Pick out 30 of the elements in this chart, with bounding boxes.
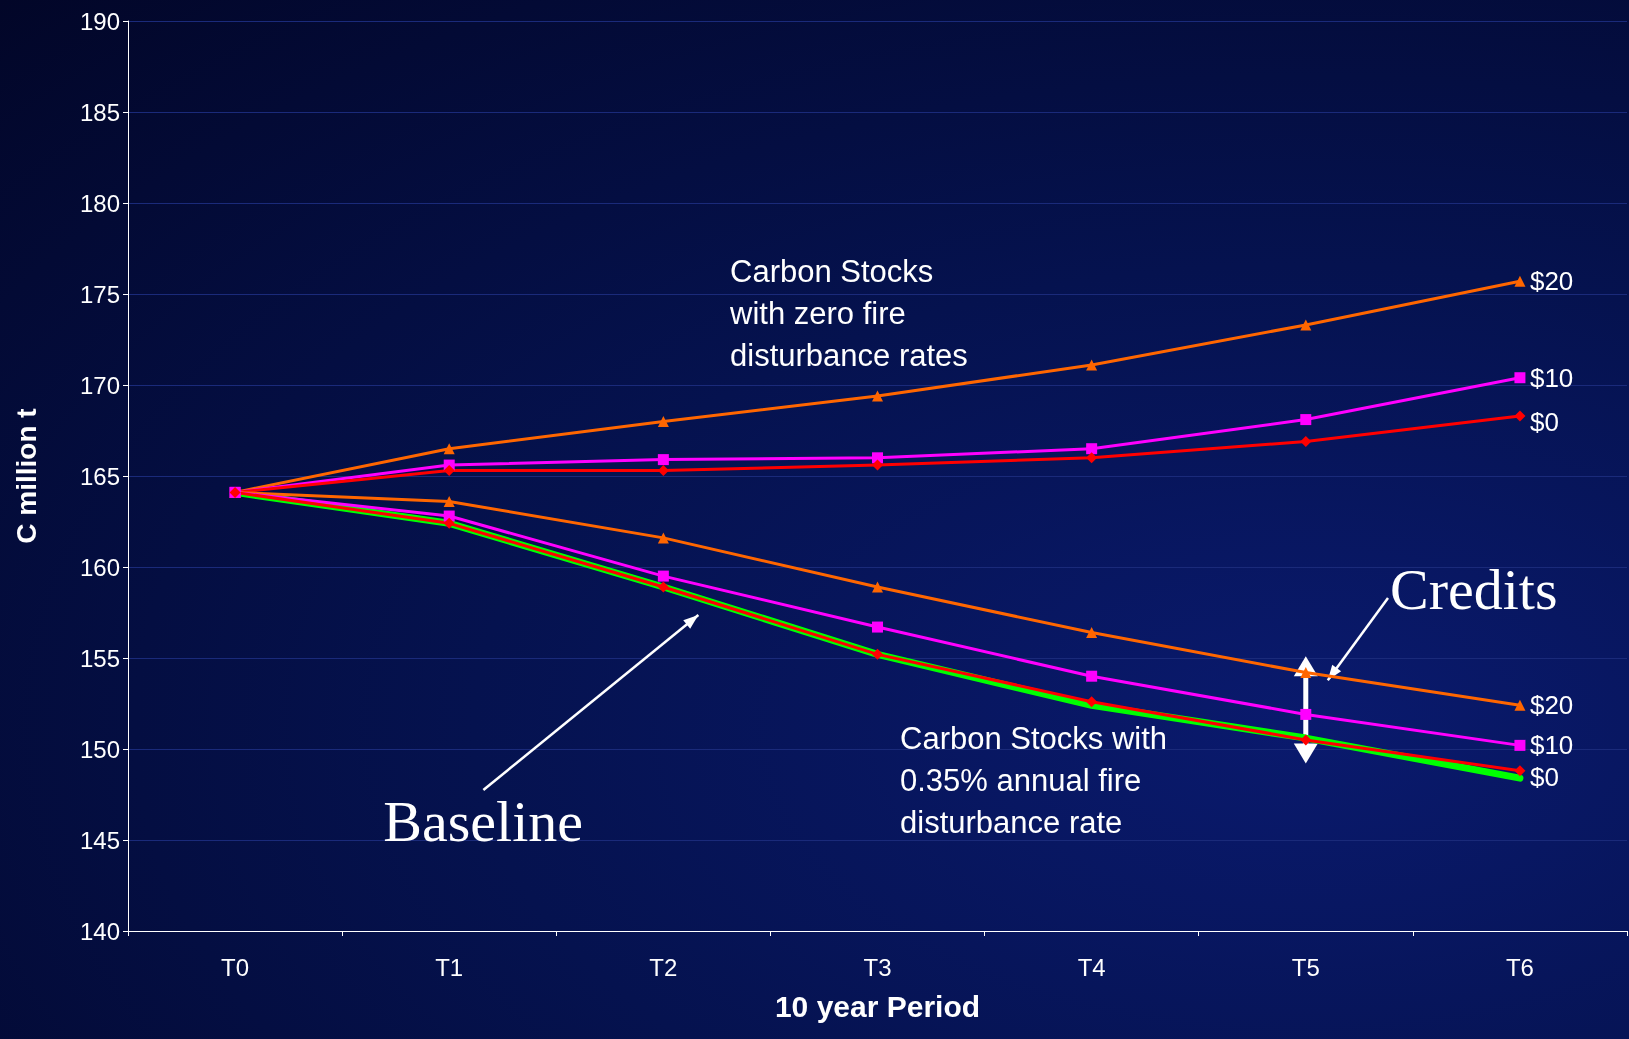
x-tick-label: T2 bbox=[649, 953, 678, 981]
y-tick-label: 150 bbox=[79, 735, 120, 763]
y-tick-label: 145 bbox=[79, 826, 120, 854]
y-tick-label: 185 bbox=[79, 98, 120, 126]
x-tick-label: T3 bbox=[863, 953, 892, 981]
y-axis-title: C million t bbox=[10, 408, 42, 544]
y-tick-label: 175 bbox=[79, 280, 120, 308]
y-tick-label: 155 bbox=[79, 644, 120, 672]
series-label: $0 bbox=[1529, 406, 1559, 437]
y-tick-label: 160 bbox=[79, 553, 120, 581]
x-tick-label: T1 bbox=[435, 953, 464, 981]
y-tick-label: 170 bbox=[79, 371, 120, 399]
series-label: $0 bbox=[1529, 761, 1559, 792]
x-tick-label: T0 bbox=[221, 953, 250, 981]
y-tick-label: 140 bbox=[79, 917, 120, 945]
series-label: $10 bbox=[1529, 730, 1574, 761]
annotation: Carbon Stocks with zero fire disturbance rates bbox=[729, 253, 968, 373]
text: Baseline bbox=[383, 788, 584, 854]
series-label: $20 bbox=[1529, 690, 1574, 721]
series-label: $20 bbox=[1529, 266, 1574, 297]
annotation: Carbon Stocks with 0.35% annual fire disturbance rate bbox=[900, 720, 1168, 840]
x-axis-title: 10 year Period bbox=[774, 989, 981, 1023]
series-label: $10 bbox=[1529, 362, 1574, 393]
x-tick-label: T5 bbox=[1291, 953, 1320, 981]
y-tick-label: 180 bbox=[79, 189, 120, 217]
x-tick-label: T4 bbox=[1077, 953, 1106, 981]
y-tick-label: 190 bbox=[79, 7, 120, 35]
x-tick-label: T6 bbox=[1505, 953, 1534, 981]
annotation: Credits bbox=[1390, 556, 1558, 622]
y-tick-label: 165 bbox=[79, 462, 120, 490]
